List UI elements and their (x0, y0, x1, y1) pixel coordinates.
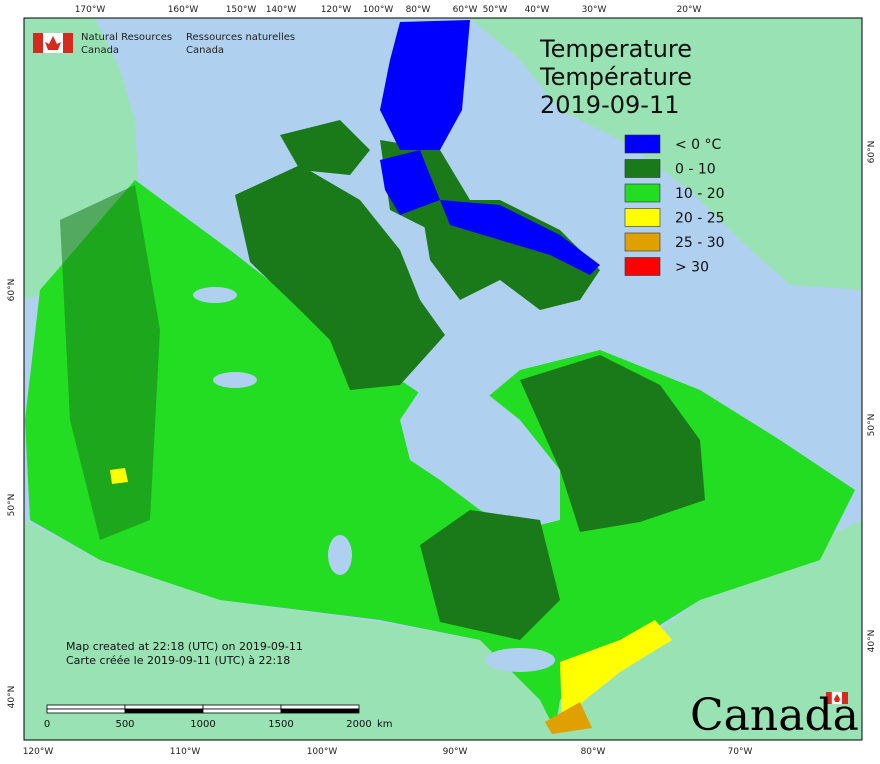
longitude-label: 30°W (582, 5, 607, 15)
longitude-label: 100°W (307, 747, 338, 757)
scale-label: 500 (115, 719, 134, 730)
longitude-label: 80°W (406, 5, 431, 15)
ontario-north (420, 510, 560, 640)
legend-label: 0 - 10 (675, 162, 716, 178)
wordmark: Canada (690, 690, 859, 741)
longitude-label: 150°W (226, 5, 257, 15)
map-title: 2019-09-11 (540, 91, 679, 119)
baffin-cold (440, 200, 600, 275)
longitude-label: 140°W (266, 5, 297, 15)
scale-label: 1000 (190, 719, 215, 730)
latitude-label: 50°N (7, 494, 17, 517)
legend-swatch (624, 134, 661, 154)
longitude-label: 70°W (728, 747, 753, 757)
usa (24, 520, 862, 740)
credit: Carte créée le 2019-09-11 (UTC) à 22:18 (66, 654, 290, 667)
org-name: Ressources naturelles (186, 32, 295, 43)
longitude-label: 160°W (168, 5, 199, 15)
scale-label: 1500 (268, 719, 293, 730)
longitude-label: 80°W (581, 747, 606, 757)
flag-band (33, 33, 43, 53)
devon-cold (380, 150, 440, 215)
legend-label: 20 - 25 (675, 211, 725, 227)
longitude-label: 120°W (321, 5, 352, 15)
island (280, 120, 370, 175)
flag-band (826, 692, 832, 704)
nunavut (235, 165, 445, 390)
ellesmere-cold (380, 20, 470, 150)
ontario-southwest (545, 702, 592, 734)
longitude-label: 100°W (363, 5, 394, 15)
scale-segment (46, 704, 126, 710)
latitude-label: 40°N (7, 686, 17, 709)
legend-swatch (624, 183, 661, 203)
longitude-label: 170°W (75, 5, 106, 15)
wordmark-flag (826, 691, 848, 705)
longitude-label: 90°W (443, 747, 468, 757)
bc-mountains (60, 185, 160, 540)
longitude-label: 50°W (483, 5, 508, 15)
longitude-label: 110°W (170, 747, 201, 757)
legend-label: 25 - 30 (675, 235, 725, 251)
scale-segment (280, 704, 360, 710)
legend-swatch (624, 257, 661, 276)
hudson-bay (400, 380, 560, 530)
longitude-label: 20°W (677, 5, 702, 15)
alaska (24, 18, 138, 300)
scale-label: 2000 (346, 719, 371, 730)
scale-segment (46, 708, 126, 714)
longitude-label: 120°W (23, 747, 54, 757)
map-title: Température (539, 63, 692, 91)
latitude-label: 50°N (867, 414, 877, 437)
scale-segment (124, 704, 204, 710)
org-name: Natural Resources (81, 32, 172, 43)
latitude-label: 60°N (867, 141, 877, 164)
scale-segment (280, 708, 360, 714)
bc-warm (110, 468, 128, 484)
org-name: Canada (81, 45, 119, 56)
legend-swatch (624, 208, 661, 227)
latitude-label: 40°N (867, 630, 877, 653)
flag-leaf (45, 36, 61, 50)
legend-label: < 0 °C (675, 137, 722, 153)
legend-label: > 30 (675, 260, 709, 276)
lake (328, 535, 352, 575)
legend-swatch (624, 159, 661, 178)
scale-segment (202, 708, 282, 714)
latitude-label: 60°N (7, 279, 17, 302)
flag-leaf (834, 694, 840, 702)
lake (213, 372, 257, 388)
legend-swatch (624, 232, 661, 252)
flag-band (842, 692, 848, 704)
ontario-south (560, 620, 672, 722)
map-frame (23, 17, 863, 741)
legend-label: 10 - 20 (675, 186, 725, 202)
map-title: Temperature (539, 35, 692, 63)
longitude-label: 40°W (525, 5, 550, 15)
scale-bar: 0 500 1000 1500 2000 km (44, 704, 393, 730)
greenland (470, 18, 862, 290)
quebec (520, 355, 705, 532)
credit: Map created at 22:18 (UTC) on 2019-09-11 (66, 640, 303, 653)
scale-label: 0 (44, 719, 50, 730)
scale-unit: km (377, 719, 393, 730)
org-name: Canada (186, 45, 224, 56)
longitude-label: 60°W (453, 5, 478, 15)
frame-border (23, 17, 863, 741)
lake (193, 287, 237, 303)
scale-segment (124, 708, 204, 714)
lake (485, 648, 555, 672)
flag-band (63, 33, 73, 53)
scale-segment (202, 704, 282, 710)
nrcan-flag (33, 33, 73, 53)
